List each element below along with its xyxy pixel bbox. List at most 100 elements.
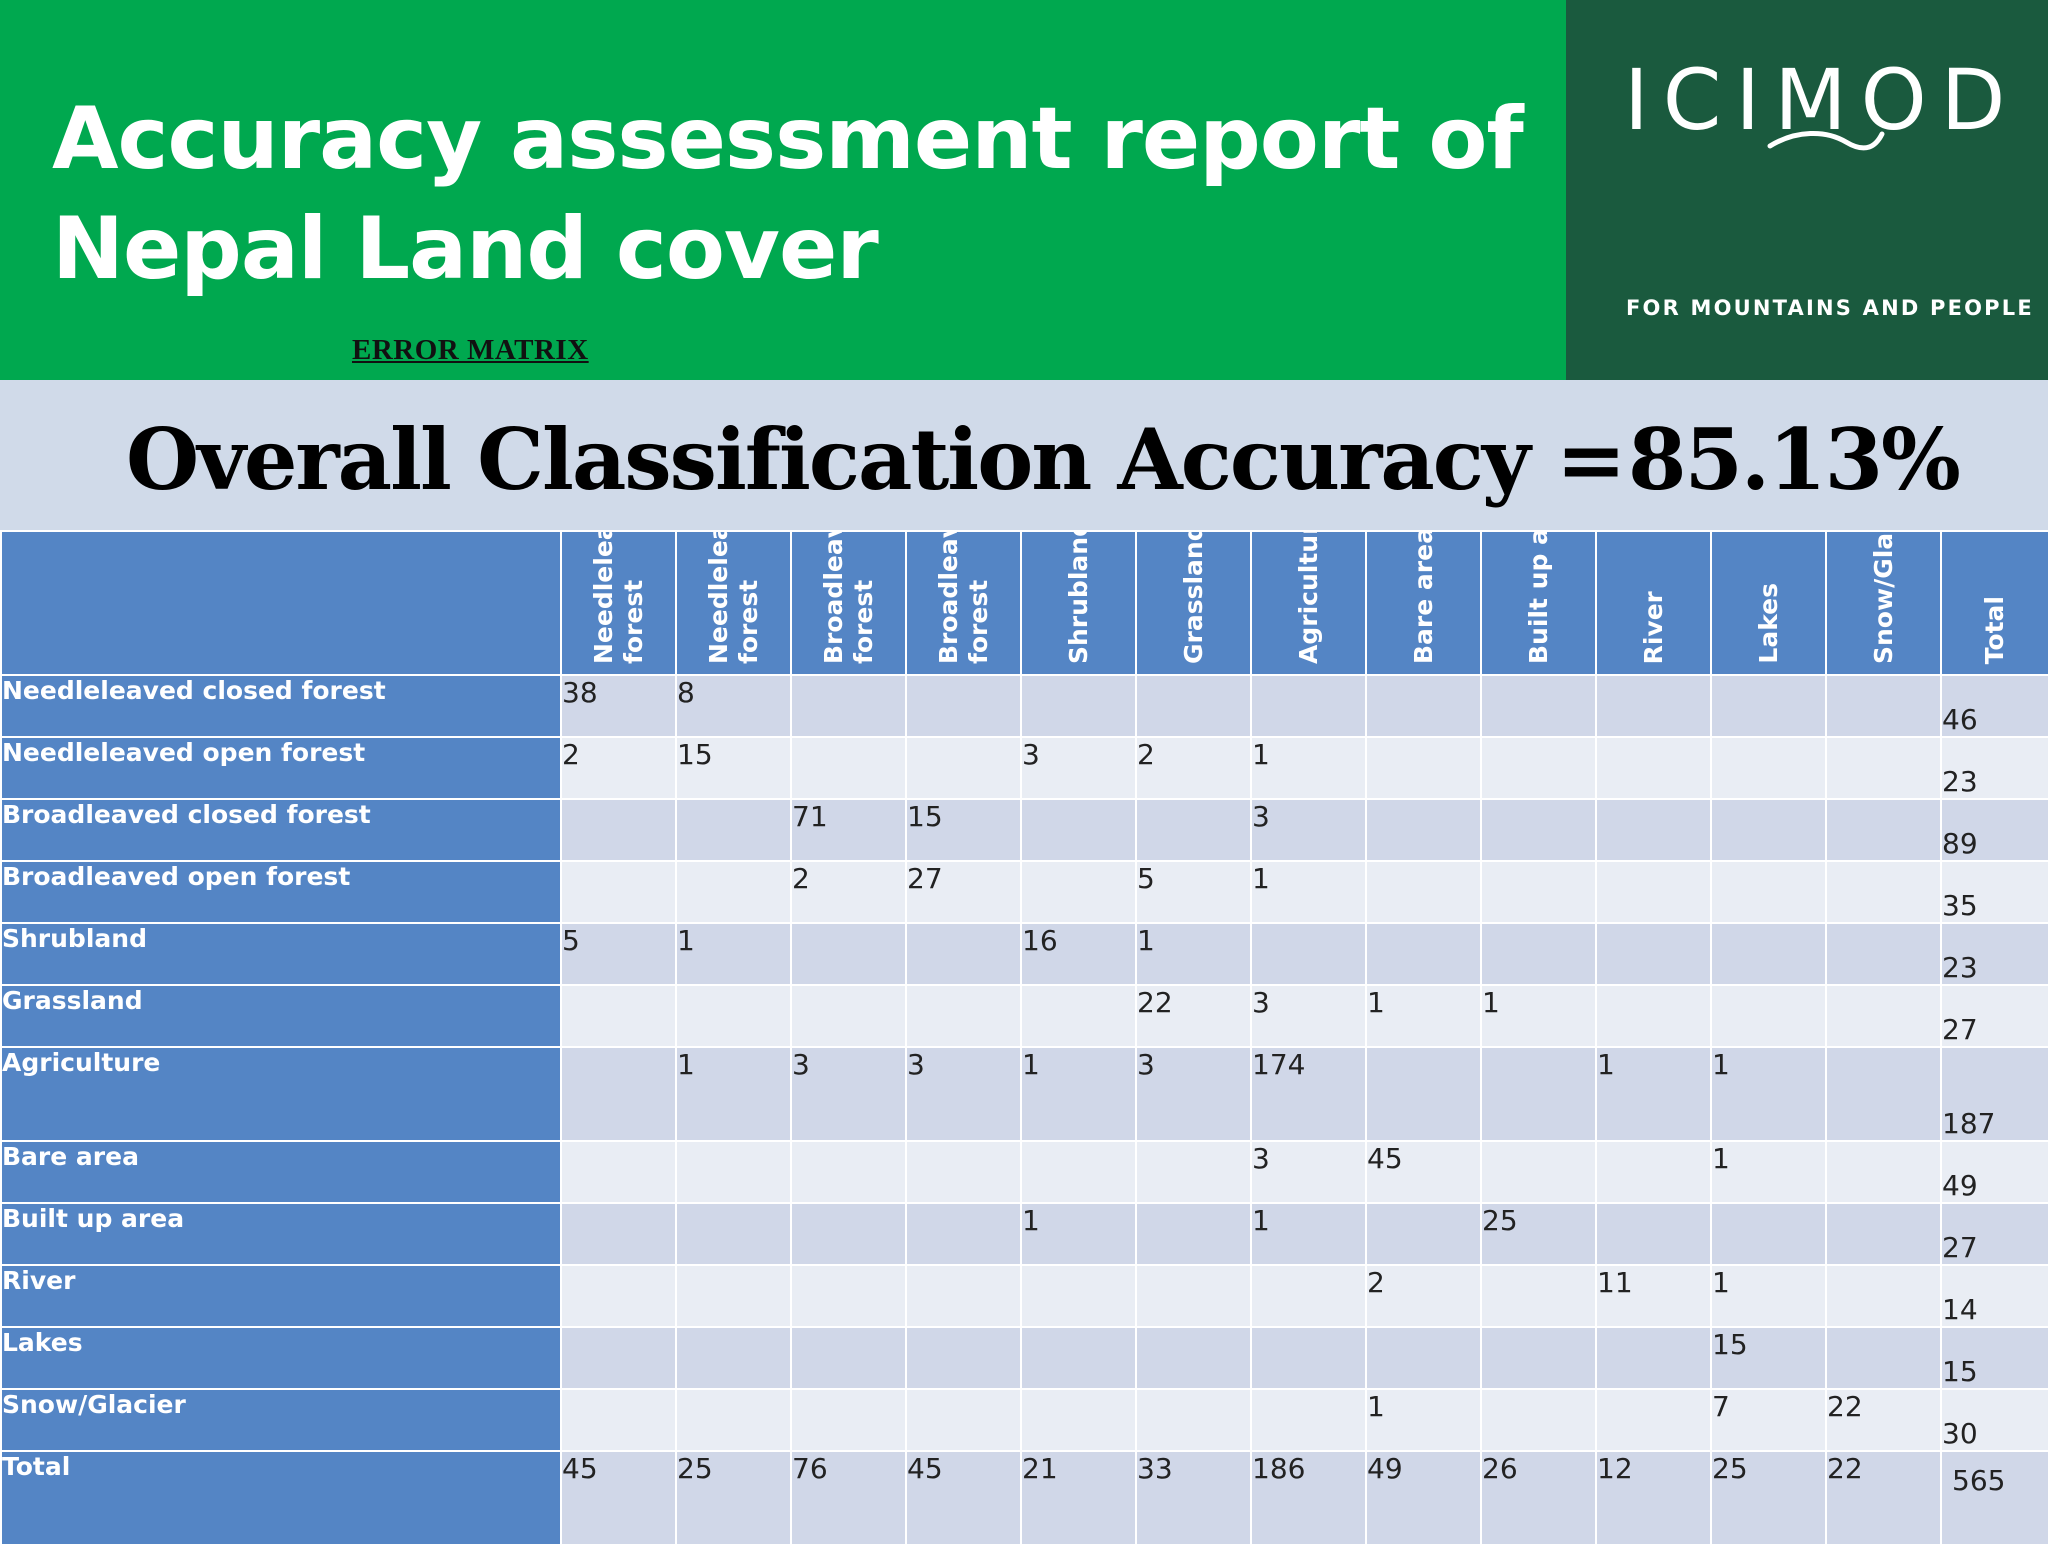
column-header: River (1595, 530, 1712, 676)
matrix-cell: 1 (675, 1046, 792, 1142)
matrix-cell: 8 (675, 674, 792, 738)
matrix-cell (1710, 1202, 1827, 1266)
matrix-cell (1250, 922, 1367, 986)
table-row: Built up area 1 1 25 27 (0, 1202, 2048, 1266)
row-total-cell: 14 (1940, 1264, 2048, 1328)
matrix-cell: 1 (675, 922, 792, 986)
column-header-label: River (1638, 590, 1668, 664)
matrix-cell (790, 1326, 907, 1390)
matrix-cell (1595, 1326, 1712, 1390)
matrix-cell (1825, 674, 1942, 738)
matrix-cell (1595, 1202, 1712, 1266)
row-total-cell: 35 (1940, 860, 2048, 924)
column-header-label: Agriculture (1293, 532, 1323, 664)
row-label: Snow/Glacier (0, 1388, 562, 1452)
matrix-cell (1710, 922, 1827, 986)
matrix-cell (1825, 922, 1942, 986)
matrix-cell (1595, 984, 1712, 1048)
matrix-cell: 33 (1135, 1450, 1252, 1546)
accuracy-band (0, 380, 2048, 532)
title-line-2: Nepal Land cover (52, 199, 879, 299)
matrix-corner-cell (0, 530, 562, 676)
matrix-cell (1365, 674, 1482, 738)
column-header: Needleleav forest (675, 530, 792, 676)
matrix-cell (790, 1388, 907, 1452)
matrix-cell (1365, 860, 1482, 924)
matrix-cell (1250, 674, 1367, 738)
matrix-cell (560, 860, 677, 924)
title-line-1: Accuracy assessment report of (52, 89, 1524, 189)
matrix-cell: 174 (1250, 1046, 1367, 1142)
column-header-label: Broadleave forest (933, 532, 993, 664)
matrix-cell (1020, 798, 1137, 862)
row-total-cell: 187 (1940, 1046, 2048, 1142)
matrix-cell (905, 1202, 1022, 1266)
matrix-cell: 3 (1250, 1140, 1367, 1204)
matrix-cell: 49 (1365, 1450, 1482, 1546)
matrix-cell (1020, 1388, 1137, 1452)
column-header: Agriculture (1250, 530, 1367, 676)
matrix-cell (675, 1202, 792, 1266)
column-header: Broadleave forest (905, 530, 1022, 676)
matrix-cell (1480, 922, 1597, 986)
row-total-cell: 565 (1940, 1450, 2048, 1546)
matrix-cell: 25 (1480, 1202, 1597, 1266)
matrix-cell (790, 1140, 907, 1204)
column-header: Bare area (1365, 530, 1482, 676)
matrix-cell (905, 984, 1022, 1048)
column-header: Built up ar (1480, 530, 1597, 676)
matrix-cell (1020, 1264, 1137, 1328)
matrix-cell (1020, 1326, 1137, 1390)
matrix-cell: 76 (790, 1450, 907, 1546)
column-header-label: Snow/Glac (1868, 532, 1898, 664)
table-row: River 2 11 1 14 (0, 1264, 2048, 1328)
matrix-cell (1135, 1264, 1252, 1328)
matrix-cell (675, 1326, 792, 1390)
logo-panel: ICIMOD FOR MOUNTAINS AND PEOPLE (1566, 0, 2048, 380)
table-row: Lakes 15 15 (0, 1326, 2048, 1390)
matrix-cell: 1 (1710, 1140, 1827, 1204)
row-total-cell: 15 (1940, 1326, 2048, 1390)
matrix-cell (1480, 1046, 1597, 1142)
column-header: Total (1940, 530, 2048, 676)
matrix-cell: 16 (1020, 922, 1137, 986)
matrix-cell (1480, 1326, 1597, 1390)
matrix-cell (1595, 860, 1712, 924)
matrix-cell: 1 (1135, 922, 1252, 986)
column-header: Grassland (1135, 530, 1252, 676)
matrix-cell (1020, 1140, 1137, 1204)
column-header-label: Broadleave forest (818, 532, 878, 664)
matrix-cell: 1 (1020, 1046, 1137, 1142)
matrix-cell: 22 (1135, 984, 1252, 1048)
column-header-label: Total (1980, 595, 2009, 664)
row-label: Shrubland (0, 922, 562, 986)
row-label: Grassland (0, 984, 562, 1048)
matrix-cell (1480, 798, 1597, 862)
accuracy-value: 85.13% (1628, 410, 1961, 509)
matrix-cell: 71 (790, 798, 907, 862)
table-row: Snow/Glacier 1 7 22 30 (0, 1388, 2048, 1452)
matrix-cell (905, 736, 1022, 800)
matrix-cell: 15 (905, 798, 1022, 862)
matrix-cell (790, 674, 907, 738)
column-header: Broadleave forest (790, 530, 907, 676)
matrix-cell: 186 (1250, 1450, 1367, 1546)
matrix-cell (1135, 1388, 1252, 1452)
row-total-cell: 49 (1940, 1140, 2048, 1204)
accuracy-label: Overall Classification Accuracy = (126, 410, 1626, 509)
matrix-cell: 26 (1480, 1450, 1597, 1546)
table-row: Shrubland 5 1 16 1 23 (0, 922, 2048, 986)
matrix-cell: 1 (1020, 1202, 1137, 1266)
matrix-cell (1365, 1046, 1482, 1142)
matrix-cell: 1 (1250, 736, 1367, 800)
row-total-cell: 23 (1940, 922, 2048, 986)
matrix-cell (1710, 674, 1827, 738)
matrix-cell (1825, 1326, 1942, 1390)
matrix-cell: 15 (675, 736, 792, 800)
matrix-cell: 1 (1710, 1046, 1827, 1142)
matrix-cell: 15 (1710, 1326, 1827, 1390)
matrix-cell: 12 (1595, 1450, 1712, 1546)
matrix-cell: 1 (1250, 1202, 1367, 1266)
row-total-cell: 89 (1940, 798, 2048, 862)
matrix-cell (1480, 736, 1597, 800)
